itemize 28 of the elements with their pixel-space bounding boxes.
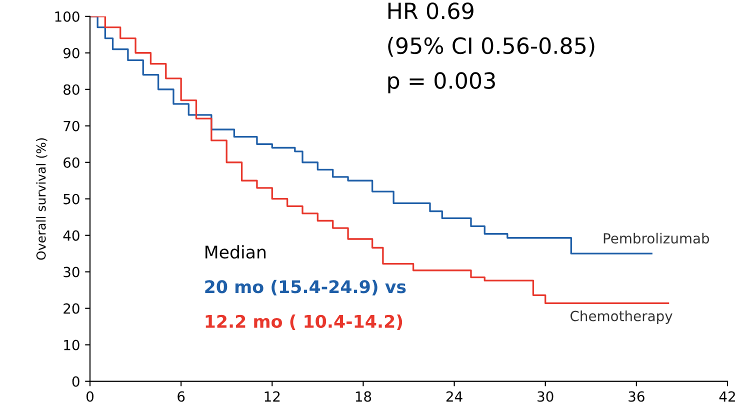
y-tick-label: 40	[63, 230, 80, 241]
y-tick-label: 0	[72, 376, 80, 387]
y-tick-label: 10	[64, 340, 80, 350]
y-tick-label: 70	[64, 120, 80, 132]
x-tick-label: 36	[628, 391, 644, 402]
x-tick-label: 24	[446, 391, 462, 402]
y-tick-label: 50	[64, 194, 80, 204]
y-tick-label: 90	[63, 48, 80, 58]
y-axis-title: Overall survival (%)	[36, 138, 48, 260]
y-tick-label: 100	[55, 11, 80, 22]
series-label: Chemotherapy	[570, 310, 672, 324]
annotation: Median	[206, 245, 266, 259]
y-tick-label: 20	[64, 303, 80, 314]
x-tick-label: 30	[538, 391, 554, 402]
annotation: 20 mo (15.4-24.9) vs	[205, 280, 406, 296]
series-label: Pembrolizumab	[604, 232, 710, 244]
y-tick-label: 60	[64, 157, 80, 168]
y-tick-label: 30	[64, 266, 80, 278]
annotation: (95% CI 0.56-0.85)	[388, 36, 594, 57]
y-tick-label: 80	[64, 84, 80, 95]
x-tick-label: 6	[178, 391, 185, 402]
annotation: 12.2 mo ( 10.4-14.2)	[206, 314, 402, 330]
x-tick-label: 12	[264, 391, 280, 402]
x-tick-label: 0	[86, 391, 94, 402]
annotation: p = 0.003	[388, 72, 495, 94]
annotation: HR 0.69	[388, 2, 474, 20]
x-tick-label: 18	[356, 391, 372, 402]
x-tick-label: 42	[719, 391, 735, 402]
